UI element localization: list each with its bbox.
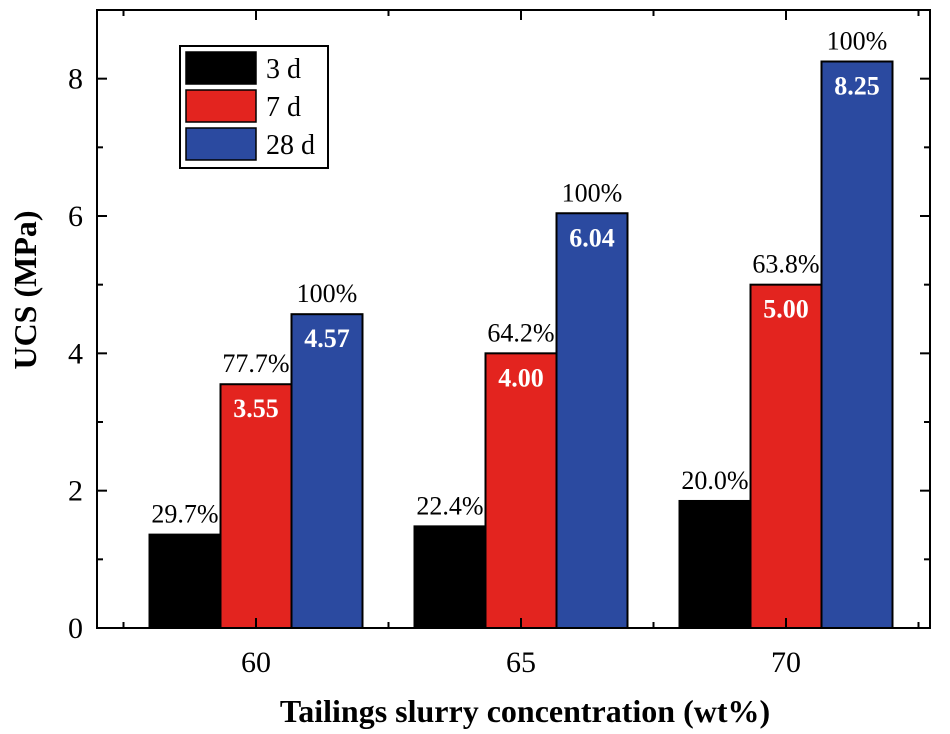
legend-label: 7 d — [266, 92, 301, 123]
bar-value-label: 6.04 — [569, 223, 615, 252]
bar-annotation: 100% — [297, 279, 358, 308]
y-tick-label: 8 — [68, 63, 83, 96]
axes-layer: 0 2 4 6 8 60 65 70 — [68, 9, 931, 679]
bar-3d-65 — [413, 525, 487, 630]
bar-28d-70 — [820, 60, 894, 629]
y-tick-label: 0 — [68, 612, 83, 645]
bar-value-label: 3.55 — [233, 394, 279, 423]
labels-layer: 29.7% 22.4% 20.0% 77.7% 3.55 64.2% 4.00 63.8% 5.… — [151, 27, 887, 529]
bar-3d-60 — [148, 533, 222, 630]
x-tick-label: 65 — [506, 646, 536, 679]
bar-3d-70 — [678, 499, 752, 630]
x-axis-title: Tailings slurry concentration (wt%) — [280, 693, 770, 729]
bar-7d-70 — [749, 283, 823, 629]
bar-annotation: 100% — [562, 178, 623, 207]
bar-value-label: 5.00 — [763, 295, 809, 324]
y-tick-label: 6 — [68, 200, 83, 233]
bar-28d-60 — [290, 313, 364, 629]
legend-label: 28 d — [266, 130, 315, 161]
bar-annotation: 100% — [827, 27, 888, 56]
plot-frame — [96, 9, 931, 629]
legend-swatch-3d — [185, 51, 257, 85]
legend-label: 3 d — [266, 54, 301, 85]
legend-swatch-28d — [185, 127, 257, 161]
legend-swatch-7d — [185, 89, 257, 123]
bar-annotation: 22.4% — [416, 491, 483, 520]
x-tick-label: 60 — [241, 646, 271, 679]
bar-value-label: 8.25 — [834, 72, 880, 101]
legend: 3 d 7 d 28 d — [179, 45, 329, 169]
bar-7d-65 — [484, 352, 558, 629]
x-tick-label: 70 — [771, 646, 801, 679]
bar-annotation: 20.0% — [681, 466, 748, 495]
bar-annotation: 77.7% — [222, 349, 289, 378]
bar-annotation: 64.2% — [487, 318, 554, 347]
bar-value-label: 4.57 — [304, 324, 350, 353]
bar-value-label: 4.00 — [498, 363, 544, 392]
bar-annotation: 29.7% — [151, 500, 218, 529]
bars-layer — [148, 60, 894, 630]
y-tick-label: 4 — [68, 337, 83, 370]
bar-annotation: 63.8% — [752, 250, 819, 279]
y-axis-title: UCS (MPa) — [7, 210, 43, 369]
y-tick-label: 2 — [68, 475, 83, 508]
bar-28d-65 — [555, 212, 629, 629]
